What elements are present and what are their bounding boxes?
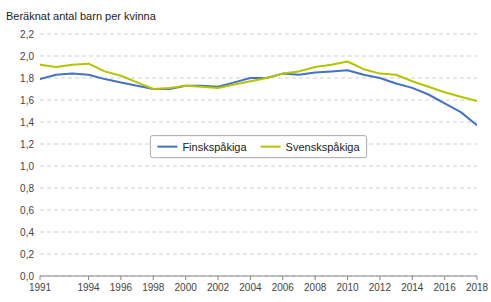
x-tick bbox=[282, 276, 283, 280]
grid-line bbox=[40, 210, 477, 211]
grid-line bbox=[40, 232, 477, 233]
y-tick-label: 1,0 bbox=[20, 161, 34, 172]
x-tick-label: 1991 bbox=[29, 282, 52, 293]
grid-line bbox=[40, 166, 477, 167]
y-tick-label: 1,8 bbox=[20, 73, 34, 84]
y-tick-label: 0,0 bbox=[20, 271, 34, 282]
x-tick bbox=[477, 276, 478, 280]
y-axis-label: Beräknat antal barn per kvinna bbox=[6, 10, 157, 22]
legend-label: Finskspåkiga bbox=[182, 141, 247, 153]
x-tick bbox=[444, 276, 445, 280]
x-tick bbox=[88, 276, 89, 280]
legend-label: Svenskspåkiga bbox=[286, 141, 361, 153]
y-tick-label: 2,2 bbox=[20, 29, 34, 40]
x-tick bbox=[40, 276, 41, 280]
x-tick-label: 1998 bbox=[142, 282, 165, 293]
x-tick-label: 1996 bbox=[110, 282, 133, 293]
grid-line bbox=[40, 276, 477, 277]
x-tick bbox=[347, 276, 348, 280]
x-tick bbox=[153, 276, 154, 280]
y-tick-label: 0,6 bbox=[20, 205, 34, 216]
grid-line bbox=[40, 34, 477, 35]
x-tick bbox=[185, 276, 186, 280]
x-axis-line bbox=[40, 276, 477, 277]
y-axis: 0,0 0,2 0,4 0,6 0,8 1,0 1,2 1,4 1,6 1,8 2,0 2,2 bbox=[20, 29, 477, 282]
legend-swatch bbox=[157, 146, 177, 148]
legend-swatch bbox=[261, 146, 281, 148]
x-tick bbox=[250, 276, 251, 280]
x-tick bbox=[120, 276, 121, 280]
x-tick-label: 2008 bbox=[304, 282, 327, 293]
x-tick bbox=[218, 276, 219, 280]
grid-line bbox=[40, 188, 477, 189]
x-tick-label: 2000 bbox=[175, 282, 198, 293]
x-tick-label: 2004 bbox=[239, 282, 262, 293]
y-tick-label: 2,0 bbox=[20, 51, 34, 62]
y-tick-label: 1,6 bbox=[20, 95, 34, 106]
series-line bbox=[40, 62, 477, 102]
x-tick-label: 1994 bbox=[77, 282, 100, 293]
y-tick-label: 0,8 bbox=[20, 183, 34, 194]
y-tick-label: 1,4 bbox=[20, 117, 34, 128]
x-tick-label: 2006 bbox=[272, 282, 295, 293]
grid-line bbox=[40, 56, 477, 57]
grid-line bbox=[40, 100, 477, 101]
plot-area bbox=[40, 62, 477, 126]
y-tick-label: 1,2 bbox=[20, 139, 34, 150]
x-tick-label: 2014 bbox=[401, 282, 424, 293]
legend: Finskspåkiga Svenskspåkiga bbox=[150, 136, 366, 158]
series-line bbox=[40, 70, 477, 125]
legend-frame bbox=[150, 136, 366, 158]
x-tick-label: 2012 bbox=[369, 282, 392, 293]
x-tick bbox=[315, 276, 316, 280]
y-tick-label: 0,2 bbox=[20, 249, 34, 260]
x-tick-label: 2002 bbox=[207, 282, 230, 293]
x-tick-label: 2016 bbox=[434, 282, 457, 293]
x-tick-label: 2018 bbox=[466, 282, 489, 293]
x-axis: 1991 1994 1996 1998 2000 2002 2004 2006 2008 2010… bbox=[29, 276, 489, 293]
y-tick-label: 0,4 bbox=[20, 227, 34, 238]
grid-line bbox=[40, 254, 477, 255]
x-tick bbox=[379, 276, 380, 280]
grid-line bbox=[40, 122, 477, 123]
x-tick bbox=[412, 276, 413, 280]
chart: 0,0 0,2 0,4 0,6 0,8 1,0 1,2 1,4 1,6 1,8 2,0 2,2 1991… bbox=[0, 0, 491, 302]
x-tick-label: 2010 bbox=[336, 282, 359, 293]
